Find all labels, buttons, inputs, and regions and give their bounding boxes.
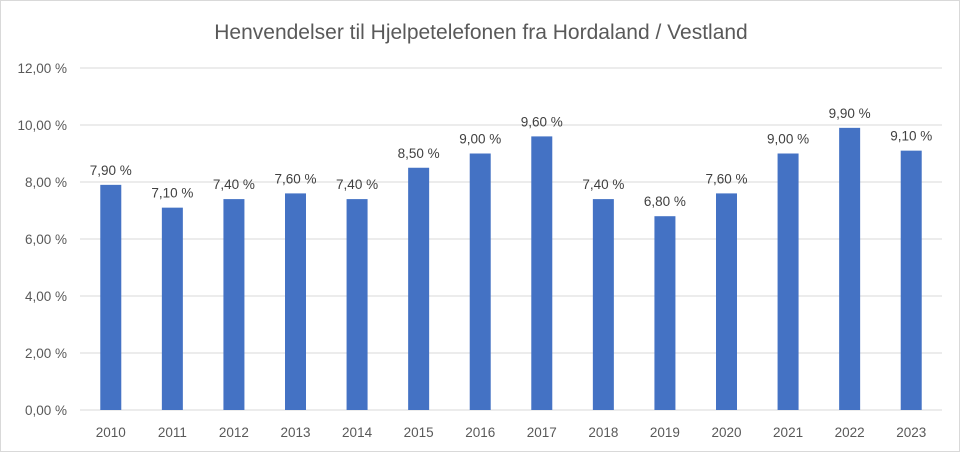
y-tick-label: 12,00 % bbox=[17, 61, 67, 76]
bar bbox=[777, 153, 799, 410]
y-tick-label: 0,00 % bbox=[25, 403, 67, 418]
data-label: 9,00 % bbox=[459, 132, 501, 147]
data-label: 7,60 % bbox=[705, 171, 747, 186]
x-axis-ticks: 2010 2011 2012 2013 2014 2015 2016 2017 2018 2019… bbox=[96, 425, 926, 440]
data-label: 7,90 % bbox=[90, 163, 132, 178]
y-tick-label: 4,00 % bbox=[25, 289, 67, 304]
x-tick-label: 2011 bbox=[158, 425, 187, 440]
y-tick-label: 6,00 % bbox=[25, 232, 67, 247]
chart-title: Henvendelser til Hjelpetelefonen fra Hor… bbox=[214, 21, 748, 44]
bar bbox=[654, 216, 676, 410]
data-label: 9,90 % bbox=[829, 106, 871, 121]
bar bbox=[592, 199, 614, 410]
bar bbox=[285, 193, 306, 410]
data-label: 8,50 % bbox=[398, 146, 440, 161]
y-tick-label: 8,00 % bbox=[25, 175, 67, 190]
x-tick-label: 2023 bbox=[896, 425, 926, 440]
bar bbox=[408, 167, 430, 410]
bar bbox=[716, 193, 737, 410]
y-tick-label: 10,00 % bbox=[17, 118, 67, 133]
bar bbox=[469, 153, 491, 410]
x-tick-label: 2014 bbox=[342, 425, 373, 440]
bar bbox=[161, 207, 183, 410]
x-tick-label: 2016 bbox=[465, 425, 495, 440]
data-label: 9,00 % bbox=[767, 132, 809, 147]
data-label: 7,40 % bbox=[582, 177, 624, 192]
data-label: 9,60 % bbox=[521, 114, 563, 129]
y-axis-ticks: 0,00 % 2,00 % 4,00 % 6,00 % 8,00 % 10,00 % 12,… bbox=[17, 61, 67, 418]
bars bbox=[100, 127, 922, 410]
data-label: 7,10 % bbox=[151, 186, 193, 201]
x-tick-label: 2019 bbox=[650, 425, 680, 440]
data-label: 7,60 % bbox=[274, 171, 316, 186]
data-label: 7,40 % bbox=[213, 177, 255, 192]
bar bbox=[531, 136, 553, 410]
x-tick-label: 2021 bbox=[773, 425, 803, 440]
bar bbox=[839, 127, 861, 410]
x-tick-label: 2015 bbox=[404, 425, 434, 440]
gridlines bbox=[80, 67, 942, 411]
data-label: 7,40 % bbox=[336, 177, 378, 192]
x-tick-label: 2018 bbox=[588, 425, 618, 440]
data-label: 9,10 % bbox=[890, 129, 932, 144]
bar bbox=[223, 199, 245, 410]
x-tick-label: 2017 bbox=[527, 425, 557, 440]
y-tick-label: 2,00 % bbox=[25, 346, 67, 361]
x-tick-label: 2010 bbox=[96, 425, 126, 440]
bar bbox=[900, 150, 922, 410]
data-labels: 7,90 % 7,10 % 7,40 % 7,60 % 7,40 % 8,50 % 9,00… bbox=[90, 106, 932, 209]
bar bbox=[100, 184, 122, 410]
x-tick-label: 2022 bbox=[835, 425, 865, 440]
bar bbox=[346, 199, 368, 410]
data-label: 6,80 % bbox=[644, 194, 686, 209]
x-tick-label: 2012 bbox=[219, 425, 249, 440]
x-tick-label: 2013 bbox=[280, 425, 310, 440]
x-tick-label: 2020 bbox=[711, 425, 741, 440]
